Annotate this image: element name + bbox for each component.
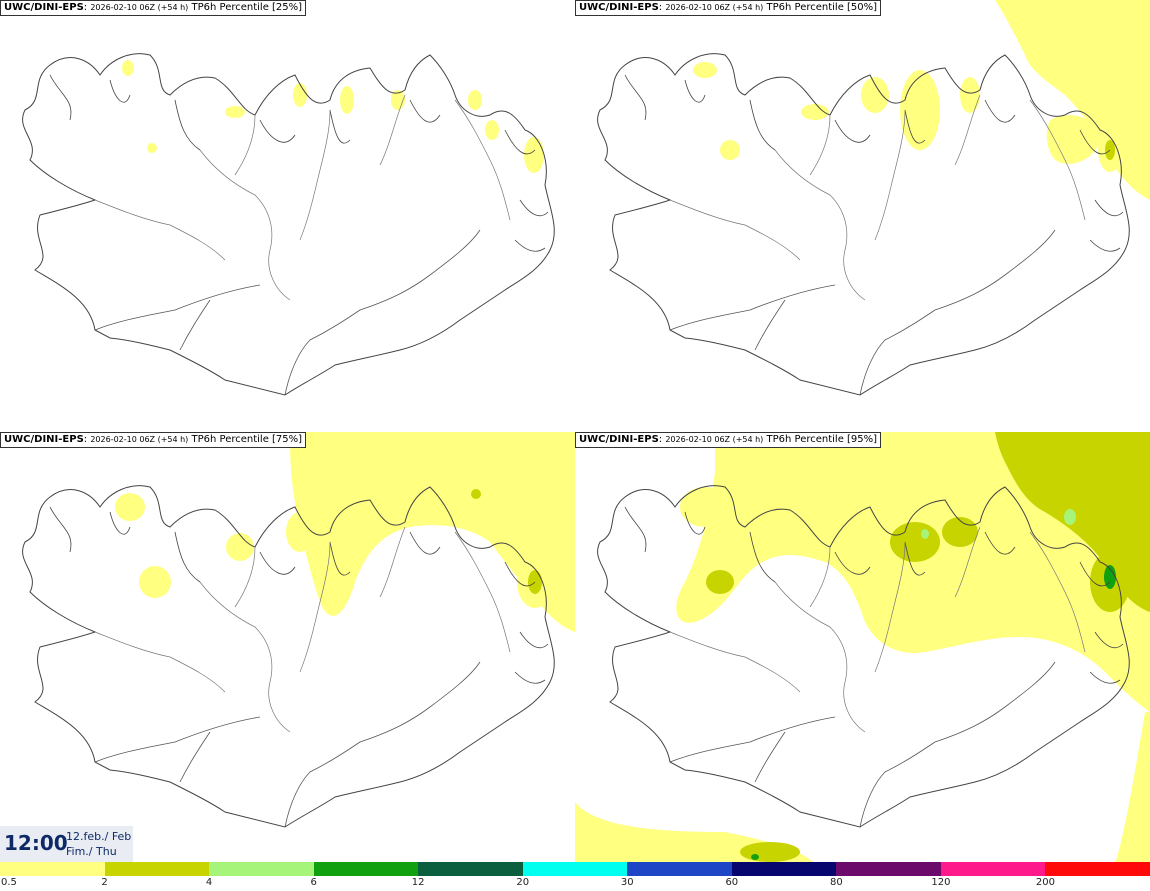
precip-map-p50 xyxy=(597,0,1150,396)
valid-time-box: 12:00 12.feb./ Feb Fim./ Thu xyxy=(0,826,133,862)
precip-areas xyxy=(122,60,544,173)
colorbar-segment xyxy=(104,862,210,876)
parameter-label: TP6h Percentile [25%] xyxy=(191,2,303,13)
model-name: UWC/DINI-EPS xyxy=(4,434,84,445)
colorbar-label: 4 xyxy=(205,877,213,888)
precip-areas xyxy=(693,0,1150,200)
colorbar-label: 12 xyxy=(411,877,425,888)
run-time: 2026-02-10 06Z (+54 h) xyxy=(90,3,189,12)
precip-colorbar xyxy=(0,862,1150,876)
valid-time: 12:00 xyxy=(4,831,68,855)
colorbar-segment xyxy=(522,862,628,876)
precip-map-p95 xyxy=(575,432,1150,864)
panel-title: UWC/DINI-EPS: 2026-02-10 06Z (+54 h) TP6… xyxy=(575,0,882,16)
colorbar-label: 20 xyxy=(516,877,530,888)
colorbar-label: 30 xyxy=(620,877,634,888)
map-panel-p25: UWC/DINI-EPS: 2026-02-10 06Z (+54 h) TP6… xyxy=(0,0,575,432)
colorbar-segment xyxy=(313,862,419,876)
colorbar-segment xyxy=(1045,862,1150,876)
parameter-label: TP6h Percentile [50%] xyxy=(766,2,878,13)
colorbar-segment xyxy=(836,862,942,876)
colorbar-segment xyxy=(209,862,315,876)
map-panel-p50: UWC/DINI-EPS: 2026-02-10 06Z (+54 h) TP6… xyxy=(575,0,1150,432)
colorbar-label: 60 xyxy=(725,877,739,888)
panel-title: UWC/DINI-EPS: 2026-02-10 06Z (+54 h) TP6… xyxy=(0,0,307,16)
colorbar-label: 80 xyxy=(829,877,843,888)
panel-title: UWC/DINI-EPS: 2026-02-10 06Z (+54 h) TP6… xyxy=(0,432,307,448)
colorbar-label: 120 xyxy=(931,877,951,888)
precip-areas xyxy=(115,432,575,632)
map-panel-p95: UWC/DINI-EPS: 2026-02-10 06Z (+54 h) TP6… xyxy=(575,432,1150,864)
run-time: 2026-02-10 06Z (+54 h) xyxy=(665,3,764,12)
map-panel-p75: UWC/DINI-EPS: 2026-02-10 06Z (+54 h) TP6… xyxy=(0,432,575,864)
colorbar-segment xyxy=(418,862,524,876)
model-name: UWC/DINI-EPS xyxy=(579,2,659,13)
colorbar-segment xyxy=(940,862,1046,876)
model-name: UWC/DINI-EPS xyxy=(579,434,659,445)
colorbar-segment xyxy=(731,862,837,876)
colorbar-label: 6 xyxy=(310,877,317,888)
colorbar-segment xyxy=(627,862,733,876)
valid-date: 12.feb./ Feb xyxy=(66,830,132,843)
panel-title: UWC/DINI-EPS: 2026-02-10 06Z (+54 h) TP6… xyxy=(575,432,882,448)
precip-map-p25 xyxy=(22,53,555,396)
colorbar-label: 200 xyxy=(1035,877,1055,888)
run-time: 2026-02-10 06Z (+54 h) xyxy=(665,435,764,444)
colorbar-segment xyxy=(0,862,106,876)
run-time: 2026-02-10 06Z (+54 h) xyxy=(90,435,189,444)
colorbar-label: 0.5 xyxy=(1,877,17,888)
colorbar-labels: 0.5 2 4 6 12 20 30 60 80 120 200 xyxy=(0,876,1150,891)
parameter-label: TP6h Percentile [75%] xyxy=(191,434,303,445)
colorbar-label: 2 xyxy=(101,877,108,888)
parameter-label: TP6h Percentile [95%] xyxy=(766,434,878,445)
model-name: UWC/DINI-EPS xyxy=(4,2,84,13)
valid-weekday: Fim./ Thu xyxy=(66,845,117,858)
precip-map-p75 xyxy=(22,432,575,828)
